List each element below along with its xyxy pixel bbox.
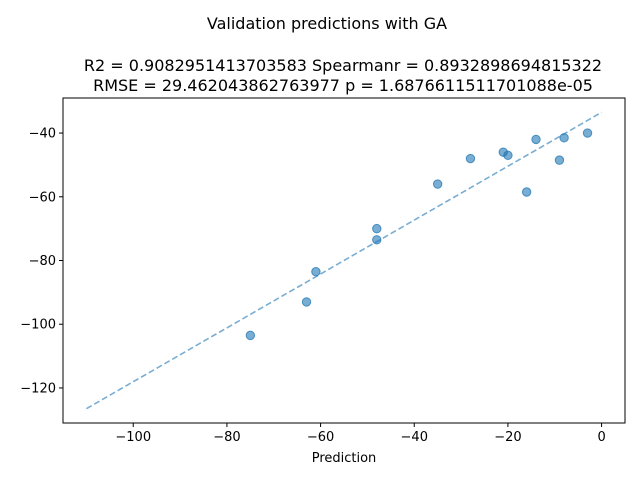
scatter-point (311, 266, 321, 277)
scatter-point (521, 187, 532, 197)
scatter-point (372, 223, 382, 234)
y-axis: −120 −100 −80 −60 −40 (20, 127, 63, 396)
chart-title-line2: RMSE = 29.462043862763977 p = 1.68766115… (93, 76, 593, 95)
x-axis: −100 −80 −60 −40 −20 0 (115, 423, 606, 445)
y-tick-label: −100 (20, 318, 56, 333)
x-axis-label: Prediction (312, 451, 377, 466)
chart-title-line1: R2 = 0.9082951413703583 Spearmanr = 0.89… (84, 56, 602, 75)
y-tick-label: −80 (29, 254, 56, 269)
x-tick-label: −40 (401, 430, 428, 445)
x-tick-label: −80 (213, 430, 240, 445)
y-tick-label: −40 (29, 127, 56, 142)
plot-area (62, 97, 626, 424)
fit-line (86, 111, 602, 410)
y-tick-label: −60 (29, 190, 56, 205)
scatter-point (531, 134, 541, 145)
x-tick-label: −100 (115, 430, 151, 445)
x-tick-label: −20 (494, 430, 521, 445)
scatter-point (432, 179, 443, 189)
scatter-point (554, 155, 565, 165)
scatter-point (301, 297, 312, 307)
points-layer (245, 128, 593, 341)
scatter-point (559, 133, 569, 143)
scatter-point (582, 128, 593, 138)
x-tick-label: 0 (597, 430, 605, 445)
scatter-point (245, 330, 256, 341)
scatter-point (465, 153, 476, 164)
figure-suptitle: Validation predictions with GA (207, 14, 447, 33)
x-tick-label: −60 (307, 430, 334, 445)
scatter-point (372, 235, 382, 245)
scatter-point (503, 150, 513, 161)
fit-line-layer (86, 111, 602, 410)
y-tick-label: −120 (20, 381, 56, 396)
